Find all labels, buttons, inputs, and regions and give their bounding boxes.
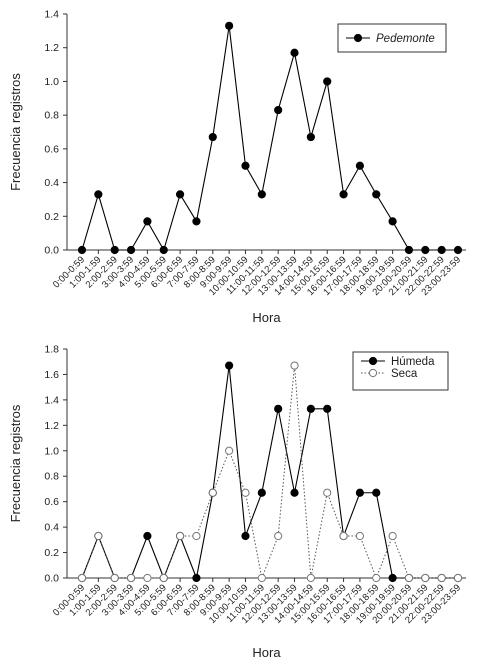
data-point (437, 573, 446, 583)
data-point (339, 531, 348, 541)
data-point (339, 190, 348, 199)
data-point (192, 531, 201, 541)
data-point (372, 190, 381, 199)
y-axis-title: Frecuencia registros (8, 73, 23, 191)
y-tick-label: 1.0 (44, 445, 59, 457)
data-point (274, 404, 283, 413)
data-point (306, 132, 315, 142)
data-point (388, 573, 397, 583)
series-line-1 (81, 365, 458, 580)
data-point (110, 245, 119, 255)
series-line-1 (81, 25, 458, 252)
data-point (225, 21, 234, 30)
y-tick-label: 0.4 (44, 522, 59, 534)
y-tick-label: 1.6 (44, 369, 59, 381)
y-tick-label: 0.0 (44, 245, 59, 257)
data-point (94, 190, 103, 199)
legend-label: Seca (391, 368, 418, 380)
data-point (323, 77, 332, 86)
y-tick-label: 0.6 (44, 496, 59, 508)
legend-marker (368, 368, 378, 378)
series-line-2 (81, 365, 458, 580)
data-point (192, 573, 201, 583)
data-point (355, 531, 365, 541)
data-point (143, 573, 152, 583)
y-tick-label: 0.6 (44, 143, 59, 155)
data-point (241, 161, 250, 170)
y-tick-label: 1.2 (44, 42, 59, 54)
data-point (143, 217, 152, 226)
legend-label: Húmeda (391, 356, 435, 368)
data-point (306, 404, 315, 413)
y-tick-label: 0.8 (44, 471, 59, 483)
x-axis-title: Hora (252, 645, 281, 660)
data-point (126, 573, 136, 583)
data-point (110, 573, 119, 583)
legend-marker (353, 33, 363, 43)
data-point (388, 217, 397, 226)
data-point (355, 161, 365, 170)
y-tick-label: 0.2 (44, 211, 59, 223)
data-point (208, 132, 217, 142)
data-point (159, 573, 168, 583)
y-tick-label: 0.8 (44, 110, 59, 122)
y-tick-label: 0.0 (44, 573, 59, 585)
y-tick-label: 1.4 (44, 394, 59, 406)
data-point (372, 573, 381, 583)
data-point (421, 573, 430, 583)
data-point (323, 404, 332, 413)
data-point (257, 190, 266, 199)
data-point (225, 446, 234, 455)
chart-pedemonte: 0.00.20.40.60.81.01.21.40:00-0:591:00-1:… (8, 9, 466, 325)
y-tick-label: 1.0 (44, 76, 59, 88)
legend-marker (368, 356, 378, 366)
data-point (290, 361, 299, 370)
y-tick-label: 1.2 (44, 420, 59, 432)
data-point (175, 190, 185, 199)
data-point (126, 245, 136, 255)
data-point (274, 105, 283, 115)
data-point (241, 488, 250, 497)
data-point (77, 573, 87, 583)
data-point (306, 573, 315, 583)
data-point (77, 245, 87, 255)
data-point (225, 361, 234, 370)
data-point (290, 488, 299, 497)
data-point (290, 48, 299, 57)
data-point (159, 245, 168, 255)
data-point (355, 488, 365, 497)
y-tick-label: 1.4 (44, 9, 59, 21)
data-point (175, 531, 185, 541)
chart-humeda-seca: 0.00.20.40.60.81.01.21.41.61.80:00-0:591… (8, 344, 466, 660)
y-tick-label: 0.4 (44, 177, 59, 189)
data-point (453, 245, 463, 255)
y-tick-label: 0.2 (44, 547, 59, 559)
legend-box (352, 351, 449, 391)
data-point (143, 531, 152, 541)
data-point (388, 531, 397, 541)
data-point (94, 531, 103, 541)
data-point (453, 573, 463, 583)
data-point (323, 488, 332, 497)
data-point (257, 573, 266, 583)
data-point (241, 531, 250, 541)
data-point (437, 245, 446, 255)
data-point (257, 488, 266, 497)
y-tick-label: 1.8 (44, 344, 59, 356)
data-point (421, 245, 430, 255)
data-point (192, 217, 201, 226)
data-point (274, 531, 283, 541)
data-point (208, 488, 217, 497)
x-axis-title: Hora (252, 310, 281, 325)
data-point (404, 573, 414, 583)
data-point (372, 488, 381, 497)
data-point (404, 245, 414, 255)
legend-label: Pedemonte (376, 33, 435, 45)
y-axis-title: Frecuencia registros (8, 404, 23, 522)
